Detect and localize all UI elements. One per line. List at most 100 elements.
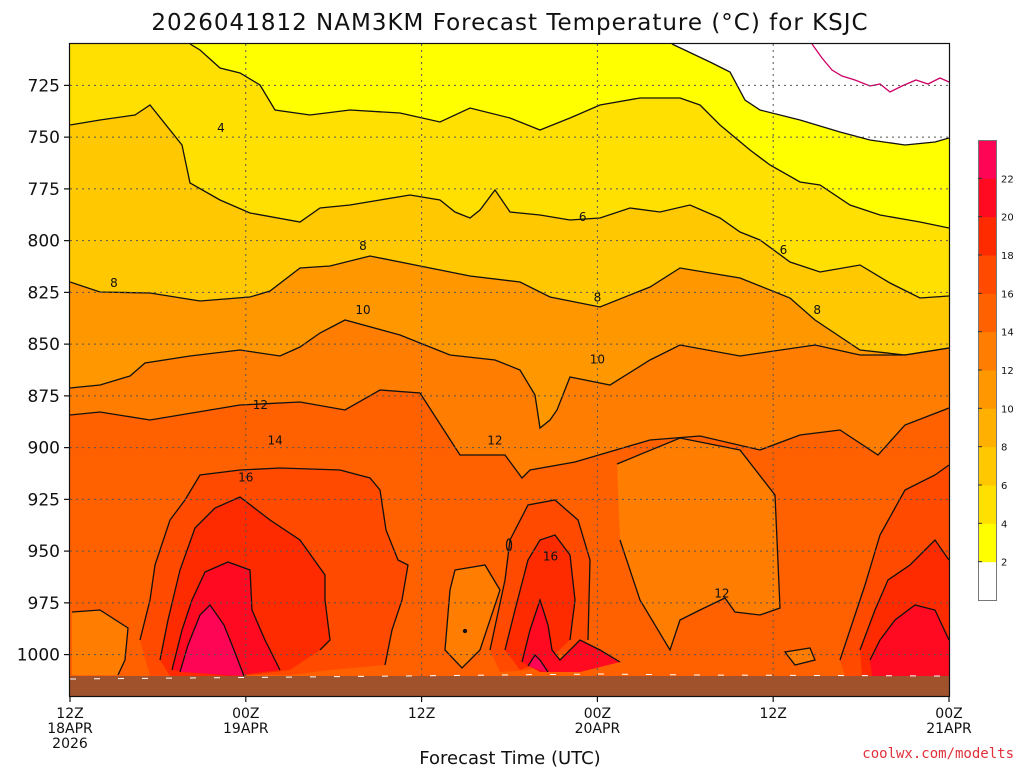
- credit-link[interactable]: coolwx.com/modelts: [862, 746, 1014, 762]
- contour-4: [671, 44, 949, 146]
- colorbar-label: 16: [1001, 289, 1014, 300]
- contour-label: 8: [813, 303, 821, 317]
- contour-label: 10: [355, 303, 370, 317]
- x-tick-label: 19APR: [223, 721, 269, 737]
- y-tick-label: 850: [28, 335, 60, 355]
- contour-label: 4: [217, 121, 225, 135]
- x-tick-label: 00Z: [232, 706, 259, 722]
- x-tick-label: 12Z: [759, 706, 786, 722]
- y-tick-label: 775: [28, 180, 60, 200]
- pressure-axis: 725 750 775 800 825 850 875 900 925 950 975 1000: [17, 76, 70, 666]
- x-tick-label: 12Z: [56, 706, 83, 722]
- band-9-10: [70, 105, 949, 355]
- colorbar-swatch: [978, 446, 996, 486]
- colorbar-swatch: [978, 140, 996, 179]
- colorbar: 2 4 6 8 10 12 14 16 18 20 22: [978, 140, 1014, 601]
- band-15-16: [160, 497, 949, 676]
- colorbar-label: 10: [1001, 404, 1014, 415]
- contour-lines: [70, 44, 949, 677]
- colorbar-swatch: [978, 370, 996, 409]
- colorbar-swatch: [978, 178, 996, 218]
- contour-8: [70, 255, 949, 356]
- band-8-9: [70, 44, 949, 298]
- y-tick-label: 750: [28, 128, 60, 148]
- contour-labels: 4 8 8 6 6 8 8 10 10 12 12 14 16 16 12: [110, 121, 821, 601]
- contour-label: 16: [238, 471, 253, 485]
- contour-label: 8: [110, 276, 118, 290]
- contour-label: 8: [359, 239, 367, 253]
- contour-16-mid: [504, 534, 576, 651]
- ground-below-surface: [70, 676, 949, 696]
- contour-label: 12: [253, 398, 268, 412]
- colorbar-swatch: [978, 293, 996, 333]
- contour-label: 8: [594, 291, 602, 305]
- contour-20: [179, 603, 245, 677]
- x-axis-label: Forecast Time (UTC): [419, 748, 600, 768]
- contour-12-pocket-right: [616, 437, 781, 652]
- contour-label: 10: [590, 353, 605, 367]
- colorbar-label: 14: [1001, 328, 1014, 339]
- y-tick-label: 950: [28, 542, 60, 562]
- contour-14-mid: [489, 499, 591, 651]
- colorbar-label: 8: [1001, 443, 1007, 454]
- contour-5: [189, 44, 949, 229]
- contour-label: 14: [267, 433, 282, 447]
- contour-12-pocket-small: [783, 647, 816, 666]
- x-tick-label: 2026: [52, 736, 88, 752]
- gridlines: [70, 44, 949, 696]
- x-tick-label: 12Z: [408, 706, 435, 722]
- contour-label: 12: [714, 587, 729, 601]
- contour-label: 12: [487, 433, 502, 447]
- contour-14-right: [839, 464, 949, 661]
- colorbar-label: 12: [1001, 366, 1014, 377]
- colorbar-label: 22: [1001, 174, 1014, 185]
- contour-isolated-2: [462, 628, 468, 634]
- contour-12-pocket-left: [71, 609, 129, 676]
- contour-18: [171, 561, 281, 671]
- contour-label: 6: [579, 210, 587, 224]
- colorbar-label: 2: [1001, 558, 1007, 569]
- contour-12-pocket-mid: [444, 564, 501, 669]
- y-tick-label: 875: [28, 387, 60, 407]
- x-tick-label: 00Z: [935, 706, 962, 722]
- colorbar-label: 20: [1001, 213, 1014, 224]
- contour-label: 6: [780, 243, 788, 257]
- contour-label: 16: [543, 549, 558, 563]
- colorbar-swatch: [978, 255, 996, 294]
- y-tick-label: 900: [28, 439, 60, 459]
- contour-12: [70, 389, 949, 479]
- contour-2: [811, 44, 949, 93]
- colorbar-swatch: [978, 485, 996, 524]
- plot-border: [68, 42, 951, 698]
- y-tick-label: 925: [28, 490, 60, 510]
- surface-pressure-line: [70, 673, 949, 680]
- contour-6: [70, 104, 949, 299]
- colorbar-label: 6: [1001, 481, 1007, 492]
- temperature-field: [70, 44, 949, 696]
- y-tick-label: 725: [28, 76, 60, 96]
- colorbar-label: 18: [1001, 251, 1014, 262]
- y-tick-label: 1000: [17, 646, 60, 666]
- colorbar-swatch: [978, 331, 996, 371]
- colorbar-swatch: [978, 216, 996, 256]
- y-tick-label: 975: [28, 594, 60, 614]
- band-17-18: [180, 605, 548, 676]
- contour-16: [159, 496, 331, 661]
- contour-10: [70, 319, 949, 430]
- colorbar-swatch: [978, 523, 996, 563]
- contour-18-right: [869, 604, 949, 661]
- contour-18-mid: [521, 597, 621, 663]
- x-tick-label: 20APR: [575, 721, 621, 737]
- contour-14: [139, 467, 409, 666]
- colorbar-swatch: [978, 561, 996, 601]
- x-tick-label: 18APR: [47, 721, 93, 737]
- y-tick-label: 800: [28, 232, 60, 252]
- colorbar-label: 4: [1001, 519, 1007, 530]
- contour-20-mid: [527, 653, 549, 673]
- y-tick-label: 825: [28, 283, 60, 303]
- contour-16-right: [859, 538, 949, 651]
- band-2-4: [672, 44, 949, 145]
- x-tick-label: 00Z: [584, 706, 611, 722]
